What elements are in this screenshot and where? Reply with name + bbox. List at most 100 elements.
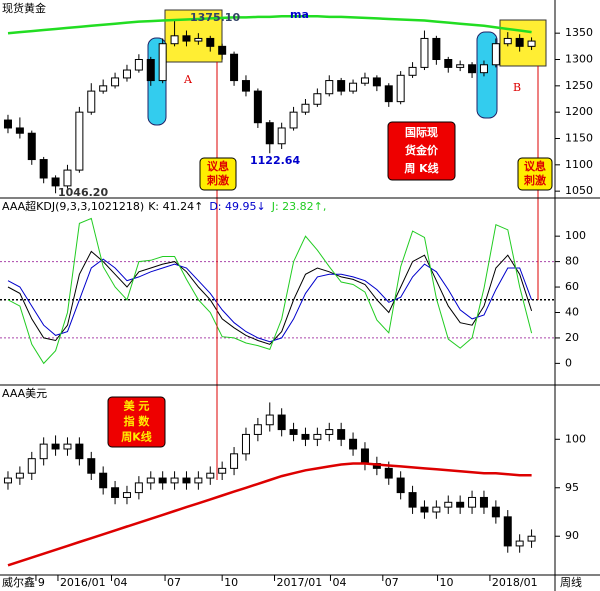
y-tick-label: 100 xyxy=(565,432,586,445)
candle-body xyxy=(503,37,512,45)
candle-body xyxy=(325,429,334,435)
y-tick-label: 1150 xyxy=(565,131,593,144)
candle-body xyxy=(396,74,405,103)
candle-body xyxy=(75,443,84,460)
candle-body xyxy=(301,433,310,440)
footer-left: 威尔鑫 xyxy=(2,575,35,589)
y-tick-label: 1100 xyxy=(565,158,593,171)
legend-label: D: 49.95↓ xyxy=(209,200,265,213)
candle-body xyxy=(241,80,250,92)
annotation-text: 指 数 xyxy=(124,414,151,428)
candle-body xyxy=(253,424,262,435)
candle-body xyxy=(456,64,465,68)
candle-body xyxy=(75,111,84,171)
candle-body xyxy=(337,429,346,440)
candle-body xyxy=(87,458,96,474)
candle-body xyxy=(253,90,262,124)
candle-body xyxy=(349,82,358,92)
candle-body xyxy=(99,472,108,489)
y-tick-label: 1200 xyxy=(565,105,593,118)
candle-body xyxy=(134,59,143,71)
candle-body xyxy=(134,482,143,494)
candle-body xyxy=(230,453,239,469)
candle-body xyxy=(122,69,131,79)
candle-body xyxy=(277,414,286,431)
candle-body xyxy=(313,433,322,440)
candle-body xyxy=(444,59,453,68)
candle-body xyxy=(158,43,167,82)
candle-body xyxy=(51,443,60,450)
candle-body xyxy=(194,37,203,42)
candle-body xyxy=(420,506,429,513)
candle-body xyxy=(491,506,500,518)
candle-body xyxy=(146,477,155,484)
candle-body xyxy=(432,506,441,513)
annotation-box xyxy=(107,396,166,448)
candle-body xyxy=(39,159,48,179)
candle-body xyxy=(408,66,417,76)
candle-body xyxy=(3,119,12,129)
candle-body xyxy=(15,472,24,479)
candle-body xyxy=(360,448,369,465)
annotation-text: 1122.64 xyxy=(250,154,300,167)
y-tick-label: 60 xyxy=(565,280,579,293)
candle-body xyxy=(99,85,108,92)
line xyxy=(7,15,532,35)
candle-body xyxy=(111,77,120,87)
candle-body xyxy=(206,37,215,47)
candle-body xyxy=(384,467,393,479)
x-tick-label: 07 xyxy=(385,576,399,589)
x-tick-label: 2018/01 xyxy=(492,576,538,589)
ma-label: ma xyxy=(290,8,309,21)
x-tick-label: 04 xyxy=(332,576,346,589)
candle-body xyxy=(456,501,465,508)
annotation-box xyxy=(199,157,237,191)
x-tick-label: 2017/01 xyxy=(277,576,323,589)
candle-body xyxy=(182,477,191,484)
candle-body xyxy=(27,132,36,161)
y-tick-label: 1050 xyxy=(565,184,593,197)
candle-body xyxy=(289,429,298,435)
candle-body xyxy=(527,535,536,542)
candle-body xyxy=(372,77,381,87)
candle-body xyxy=(479,496,488,508)
candle-body xyxy=(15,127,24,134)
y-tick-label: 1300 xyxy=(565,53,593,66)
candle-body xyxy=(301,103,310,113)
candle-body xyxy=(158,477,167,484)
candle-body xyxy=(289,111,298,129)
panel-title: AAA超KDJ(9,3,3,1021218) xyxy=(2,199,144,213)
x-tick-label: 9 xyxy=(38,576,45,589)
candle-body xyxy=(265,122,274,145)
x-tick-label: 2016/01 xyxy=(60,576,106,589)
candle-body xyxy=(515,37,524,47)
candle-body xyxy=(468,64,477,74)
candle-body xyxy=(51,177,60,187)
y-tick-label: 90 xyxy=(565,529,579,542)
y-tick-label: 1250 xyxy=(565,79,593,92)
annotation-text: 1375.10 xyxy=(190,11,240,24)
candle-body xyxy=(218,467,227,474)
candle-body xyxy=(146,59,155,82)
candle-body xyxy=(491,43,500,66)
candle-body xyxy=(420,37,429,68)
candle-body xyxy=(527,40,536,47)
candle-body xyxy=(182,35,191,42)
x-tick-label: 07 xyxy=(167,576,181,589)
y-tick-label: 95 xyxy=(565,481,579,494)
y-tick-label: 0 xyxy=(565,356,572,369)
annotation-text: 国际现 xyxy=(405,125,438,139)
legend-label: J: 23.82↑, xyxy=(271,200,327,213)
y-tick-label: 40 xyxy=(565,305,579,318)
annotation-text: 货金价 xyxy=(404,143,439,157)
candle-body xyxy=(265,414,274,426)
candle-body xyxy=(218,45,227,55)
candle-body xyxy=(313,93,322,105)
candle-body xyxy=(111,487,120,498)
y-tick-label: 1350 xyxy=(565,26,593,39)
candle-body xyxy=(241,433,250,455)
candle-body xyxy=(337,80,346,92)
candle-body xyxy=(432,37,441,61)
x-tick-label: 04 xyxy=(113,576,127,589)
